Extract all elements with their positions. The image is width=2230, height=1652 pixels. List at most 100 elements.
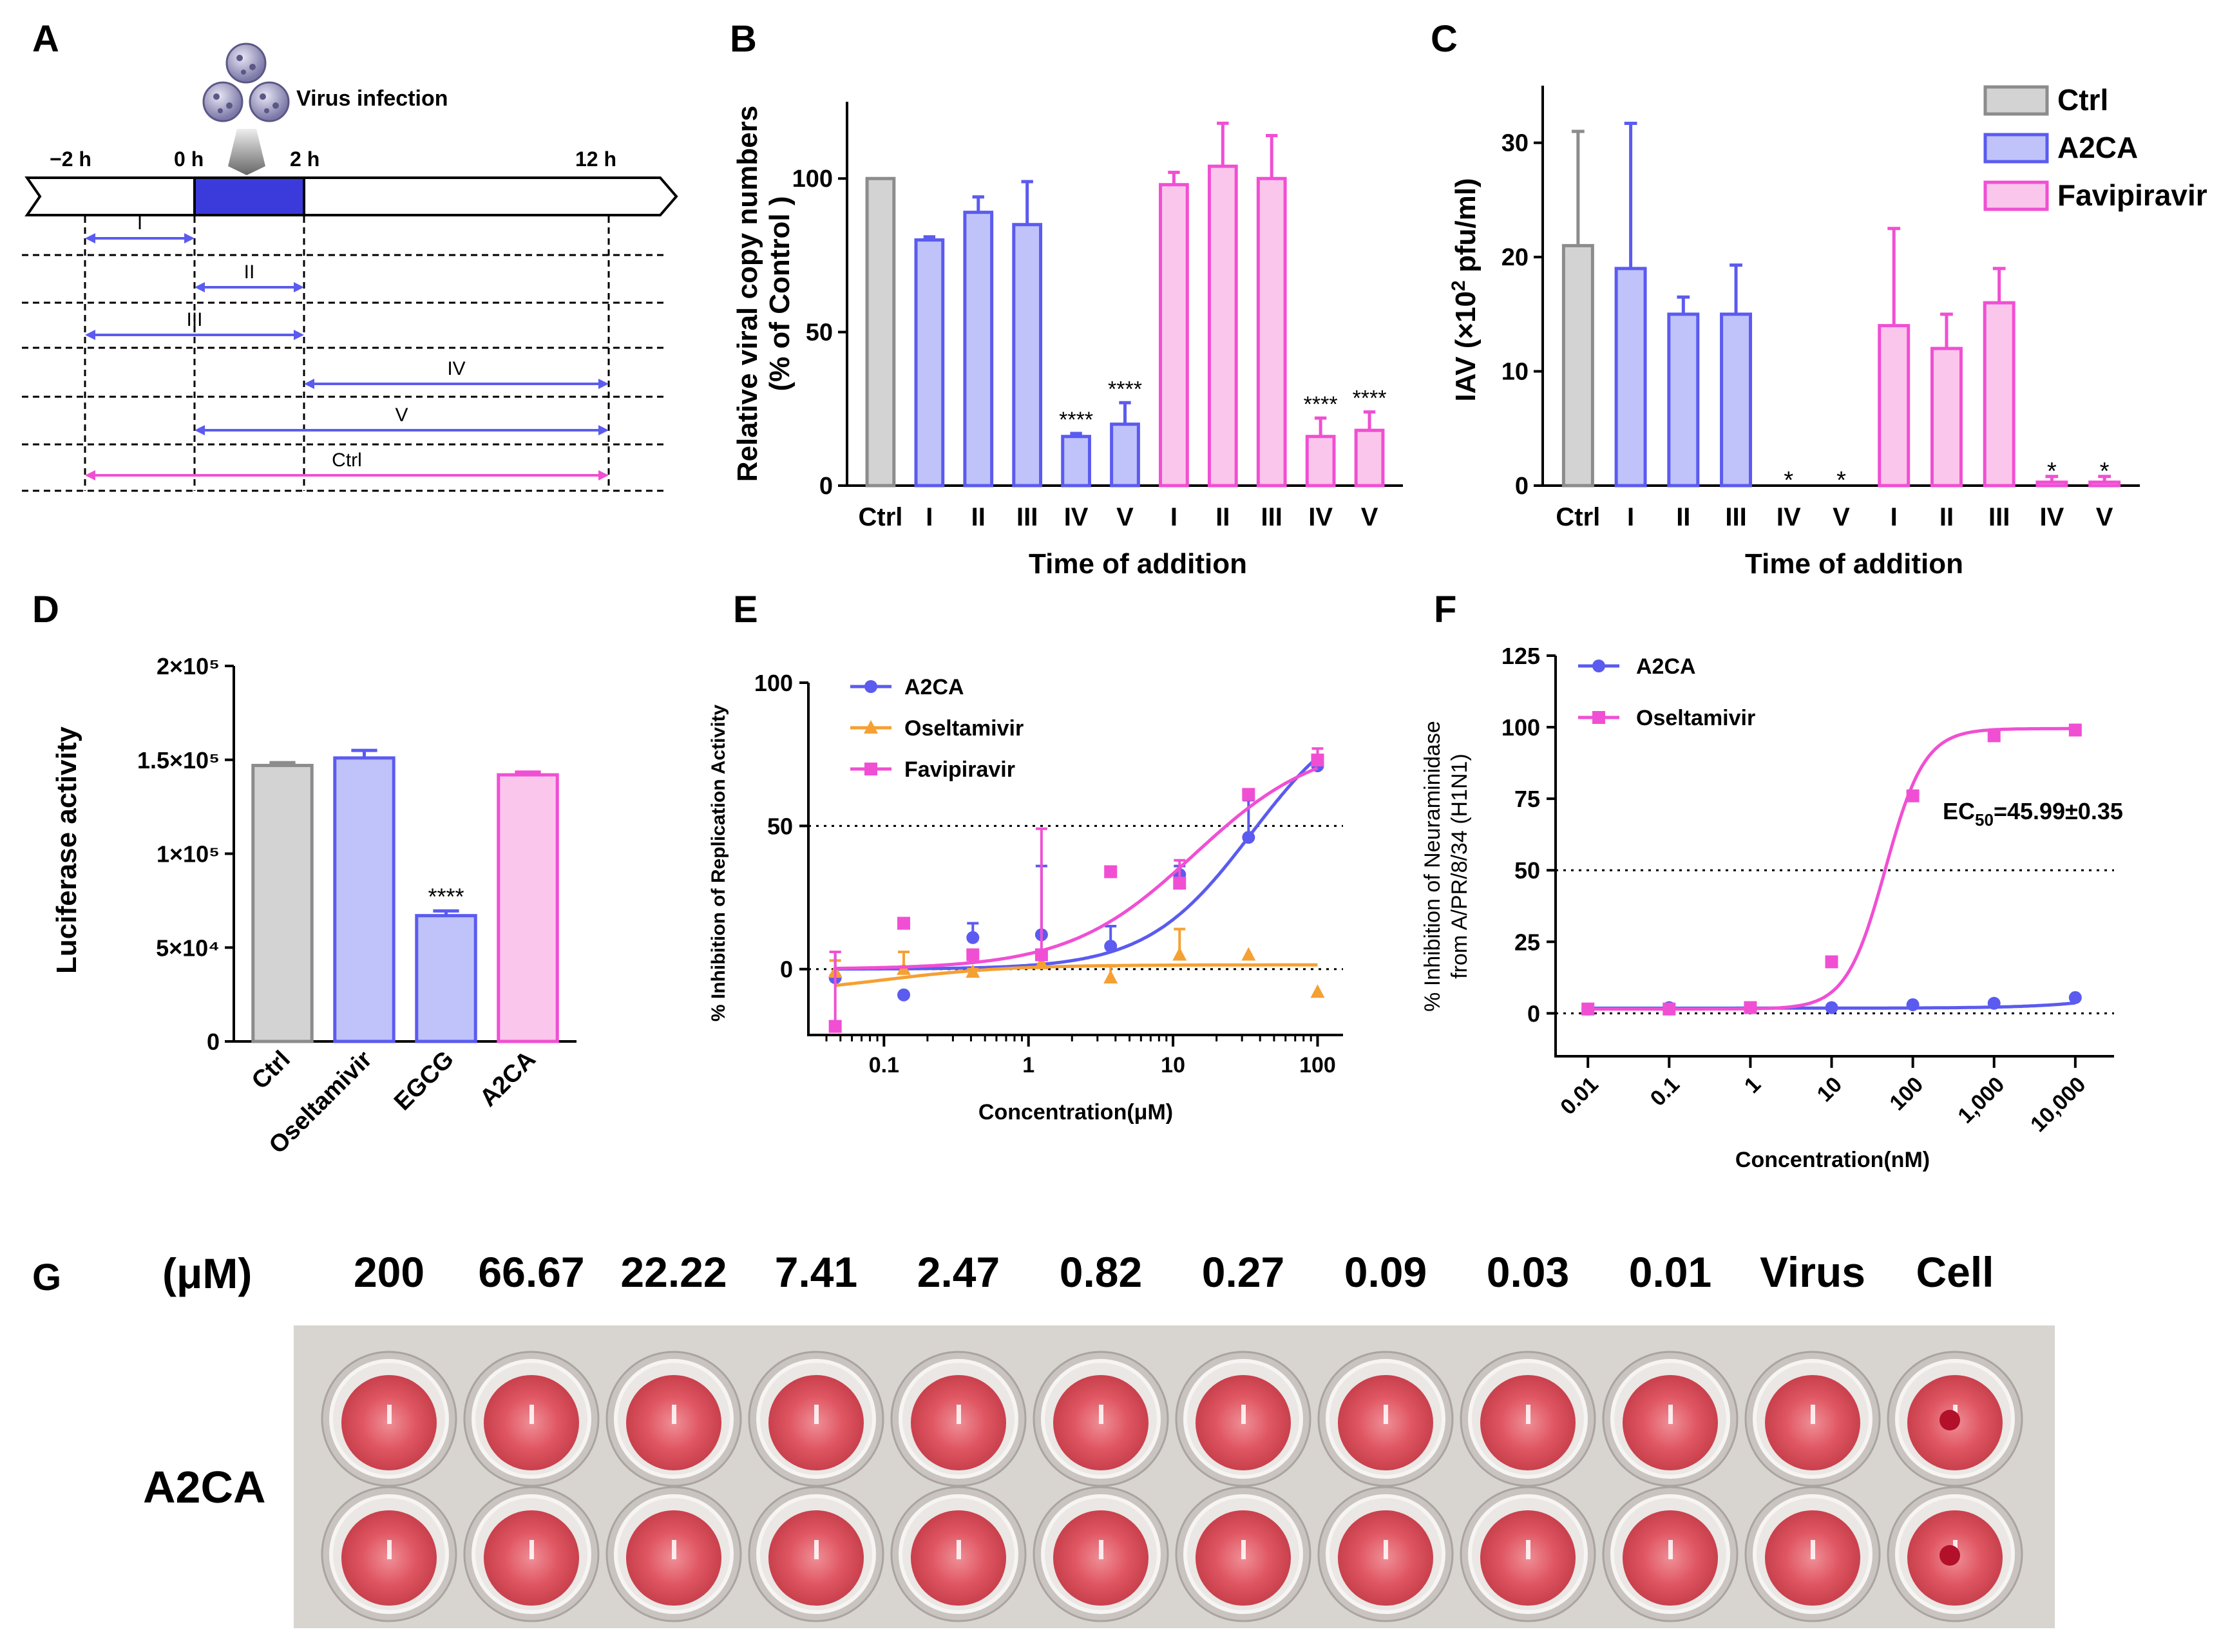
bar [1667,312,1700,488]
y-axis-label: % Inhibition of Neuraminidase [1420,721,1445,1012]
panel-label-f: F [1434,589,1456,631]
y-tick-label: 100 [754,670,793,696]
y-axis-label-part: pfu/ml) [1450,178,1482,280]
plate-column-label: Cell [1916,1248,1994,1296]
y-tick-label: 1×10⁵ [157,841,220,868]
legend-label: A2CA [904,675,964,699]
well-highlight [1241,1405,1246,1424]
y-tick-label: 1.5×10⁵ [137,747,220,774]
y-tick-label: 0 [1515,473,1529,500]
panel-f-chart: 0 25 50 75 100 125 0.01 0.1 1 10 100 1,000 10,000 Con… [1420,643,2123,1172]
y-tick-label: 50 [767,813,793,839]
plate-column-label: 0.09 [1344,1248,1427,1296]
x-tick-label: II [971,503,986,531]
y-tick-label: 0 [819,473,833,500]
data-point [897,988,911,1002]
x-tick-label: Ctrl [1556,503,1600,531]
panel-e-chart: 0 50 100 0.1 1 10 100 Concentration(μM) % Inhibi… [708,670,1343,1125]
x-tick-label: II [1939,503,1954,531]
plate-column-label: 22.22 [620,1248,727,1296]
panel-label-d: D [32,589,59,631]
fit-curve [835,766,1319,971]
interval-arrowhead [598,470,609,480]
cell-pellet [1939,1410,1960,1430]
plate-column-label: 0.03 [1487,1248,1569,1296]
bar [1983,301,2016,488]
well-highlight [1099,1405,1103,1424]
well-highlight [529,1405,534,1424]
well-highlight [1384,1540,1388,1559]
x-tick-label: I [1891,503,1898,531]
interval-arrowhead [85,330,95,340]
legend-marker [1592,711,1605,724]
data-point [1034,948,1048,962]
data-point [1581,1002,1595,1016]
y-tick-label: 100 [1501,714,1540,741]
y-axis-label: (% of Control ) [764,196,796,391]
timeline-bar [24,176,678,216]
bar [865,176,896,488]
bar [1720,312,1753,488]
bar [1061,435,1091,488]
x-tick-label: IV [1308,503,1333,531]
data-point [828,1020,842,1033]
x-tick-label: III [1016,503,1038,531]
panel-label-c: C [1431,18,1458,60]
interval-arrowhead [184,233,195,243]
x-tick-label: 100 [1299,1053,1336,1078]
y-axis-label-part: IAV (×10 [1450,291,1482,402]
virus-particles-icon [202,43,290,122]
x-tick-label: 1 [1740,1072,1766,1098]
y-tick-label: 5×10⁴ [156,935,220,961]
well-highlight [672,1540,676,1559]
plate-wells [321,1351,2023,1622]
data-point [1311,754,1324,767]
significance-label: **** [1108,377,1142,401]
x-tick-label: IV [1064,503,1089,531]
bar [914,238,945,488]
x-axis-label: Time of addition [1745,548,1963,580]
panel-label-g: G [32,1257,61,1298]
legend-label: Ctrl [2057,83,2108,117]
x-axis-label: Concentration(nM) [1735,1148,1930,1172]
interval-arrowhead [195,282,205,292]
interval-label: Ctrl [332,450,362,471]
cell-pellet [1939,1545,1960,1566]
x-tick-label: III [1261,503,1282,531]
y-tick-label: 25 [1514,929,1540,955]
time-label: 12 h [575,147,616,171]
legend-swatch [1983,85,2049,116]
well-highlight [1811,1405,1815,1424]
x-tick-label: 10 [1813,1072,1847,1107]
x-tick-label: 10,000 [2026,1072,2090,1137]
panel-labels: A B C D E F G [32,18,1458,1298]
data-point [2068,723,2082,737]
interval-label: IV [447,358,465,379]
legend-swatch [1983,133,2049,164]
y-axis-label: Luciferase activity [51,726,82,973]
fit-curve [835,755,1319,971]
data-point [1987,729,2001,743]
interval-arrowhead [598,379,609,389]
y-axis-label: IAV (×102 pfu/ml) [1448,178,1482,401]
data-point [1172,947,1187,961]
x-tick-label: 10 [1161,1053,1185,1078]
significance-label: * [2100,458,2110,485]
well-highlight [1526,1405,1530,1424]
x-axis-label: Concentration(μM) [978,1100,1173,1125]
x-tick-label: V [1361,503,1378,531]
time-label: 0 h [174,147,204,171]
panel-label-a: A [32,18,59,60]
time-label: −2 h [50,147,91,171]
data-point [1241,947,1256,961]
data-point [1310,984,1325,998]
well-highlight [814,1540,819,1559]
interval-label: I [137,213,142,234]
x-tick-label: 100 [1885,1072,1928,1116]
infection-window [193,176,305,216]
bar [1354,428,1385,488]
bar [963,211,994,488]
